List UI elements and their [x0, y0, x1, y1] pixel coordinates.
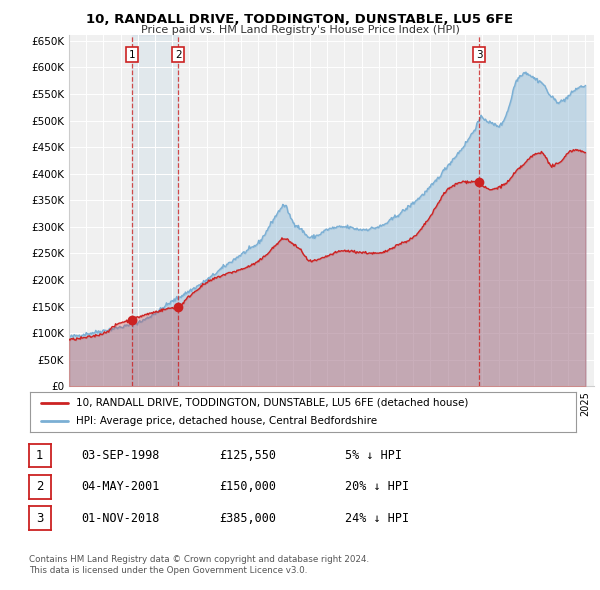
Text: 3: 3 [36, 512, 44, 525]
Text: 10, RANDALL DRIVE, TODDINGTON, DUNSTABLE, LU5 6FE (detached house): 10, RANDALL DRIVE, TODDINGTON, DUNSTABLE… [76, 398, 469, 408]
Text: 24% ↓ HPI: 24% ↓ HPI [345, 512, 409, 525]
Text: 10, RANDALL DRIVE, TODDINGTON, DUNSTABLE, LU5 6FE: 10, RANDALL DRIVE, TODDINGTON, DUNSTABLE… [86, 13, 514, 26]
Text: £125,550: £125,550 [219, 449, 276, 462]
Text: 04-MAY-2001: 04-MAY-2001 [81, 480, 160, 493]
Text: Contains HM Land Registry data © Crown copyright and database right 2024.: Contains HM Land Registry data © Crown c… [29, 555, 369, 564]
Text: 1: 1 [129, 50, 136, 60]
Text: 1: 1 [36, 449, 44, 462]
Text: 01-NOV-2018: 01-NOV-2018 [81, 512, 160, 525]
Text: Price paid vs. HM Land Registry's House Price Index (HPI): Price paid vs. HM Land Registry's House … [140, 25, 460, 35]
Text: 3: 3 [476, 50, 482, 60]
Text: This data is licensed under the Open Government Licence v3.0.: This data is licensed under the Open Gov… [29, 566, 307, 575]
Text: 03-SEP-1998: 03-SEP-1998 [81, 449, 160, 462]
Text: £150,000: £150,000 [219, 480, 276, 493]
Bar [132, 35, 178, 386]
Text: 5% ↓ HPI: 5% ↓ HPI [345, 449, 402, 462]
Text: 20% ↓ HPI: 20% ↓ HPI [345, 480, 409, 493]
Text: £385,000: £385,000 [219, 512, 276, 525]
Text: HPI: Average price, detached house, Central Bedfordshire: HPI: Average price, detached house, Cent… [76, 416, 377, 426]
Text: 2: 2 [36, 480, 44, 493]
Text: 2: 2 [175, 50, 181, 60]
